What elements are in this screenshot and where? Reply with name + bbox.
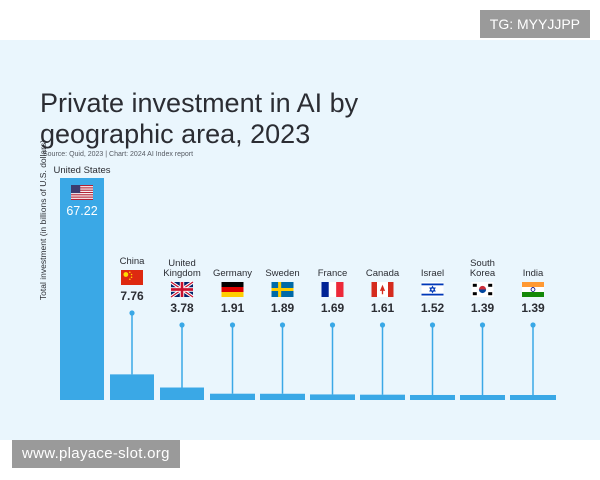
watermark-bottom: www.playace-slot.org — [12, 440, 180, 468]
category-label: India — [523, 268, 544, 279]
category-label: Canada — [366, 268, 400, 279]
flag-in-icon — [522, 282, 544, 297]
category-label: France — [318, 268, 348, 279]
flag-ca-icon — [371, 282, 394, 297]
category-label: Israel — [421, 268, 444, 279]
chart-title: Private investment in AI by geographic a… — [40, 88, 359, 149]
bar — [460, 395, 505, 400]
value-label: 7.76 — [120, 289, 144, 303]
bar — [110, 374, 154, 400]
leader-dot — [329, 322, 336, 328]
bar-group: China 7.76 — [110, 256, 154, 400]
flag-se-icon — [271, 282, 294, 297]
bar — [510, 395, 556, 400]
leader-dot — [429, 322, 436, 328]
category-label: China — [120, 256, 146, 267]
leader-dot — [179, 322, 185, 328]
category-label: Sweden — [265, 268, 299, 279]
leader-dot — [479, 322, 486, 328]
flag-il-icon — [421, 282, 444, 297]
value-label: 1.39 — [471, 301, 495, 315]
bar — [260, 393, 305, 400]
bar — [60, 178, 104, 400]
bar-group: Israel 1.52 — [410, 268, 455, 400]
bar-group: United States 67.22 — [53, 165, 111, 400]
bar-group: France 1.69 — [310, 268, 355, 400]
bar — [310, 394, 355, 400]
value-label: 1.91 — [221, 301, 245, 315]
bar-group: South Korea 1.39 — [460, 258, 505, 400]
bar — [210, 393, 255, 400]
leader-dot — [379, 322, 386, 328]
bar-group: Sweden 1.89 — [260, 268, 305, 400]
bar — [410, 394, 455, 400]
leader-dot — [129, 310, 135, 316]
chart-source: Source: Quid, 2023 | Chart: 2024 AI Inde… — [43, 151, 194, 158]
flag-cn-icon — [121, 270, 143, 285]
value-label: 1.61 — [371, 301, 395, 315]
flag-kr-icon — [471, 282, 494, 297]
category-label: South Korea — [470, 258, 496, 279]
leader-dot — [530, 322, 536, 328]
bar-group: Germany 1.91 — [210, 268, 255, 400]
bar — [360, 394, 405, 400]
category-label: Germany — [213, 268, 252, 279]
value-label: 3.78 — [170, 301, 194, 315]
flag-gb-icon — [170, 280, 194, 299]
bar-group: India 1.39 — [510, 268, 556, 400]
value-label: 1.89 — [271, 301, 295, 315]
watermark-top: TG: MYYJJPP — [479, 10, 590, 38]
bar — [160, 387, 204, 400]
category-label: United Kingdom — [163, 258, 201, 279]
bar-group: Canada 1.61 — [360, 268, 405, 400]
flag-us-icon — [71, 185, 93, 200]
flag-fr-icon — [321, 282, 344, 297]
value-label: 67.22 — [66, 204, 97, 218]
value-label: 1.39 — [521, 301, 545, 315]
leader-dot — [279, 322, 286, 328]
category-label: United States — [53, 165, 110, 176]
value-label: 1.69 — [321, 301, 345, 315]
leader-dot — [229, 322, 236, 328]
flag-de-icon — [221, 282, 244, 297]
value-label: 1.52 — [421, 301, 445, 315]
bar-group: United Kingdom 3.78 — [160, 258, 204, 400]
